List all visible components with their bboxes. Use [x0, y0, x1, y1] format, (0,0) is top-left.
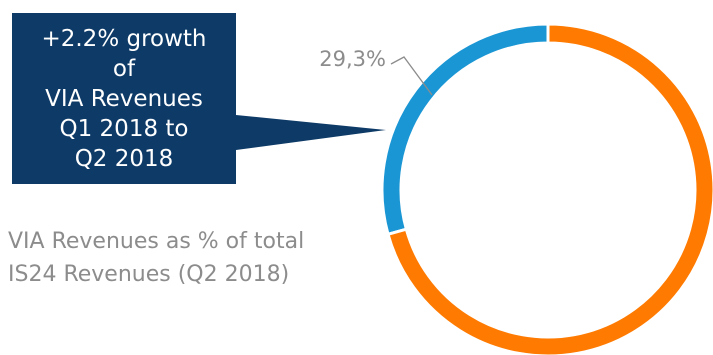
caption-line-2: IS24 Revenues (Q2 2018) [8, 262, 290, 287]
callout-line-2: of [112, 55, 136, 82]
callout-pointer [236, 115, 386, 150]
callout-line-1: +2.2% growth [41, 25, 207, 52]
callout-line-3: VIA Revenues [45, 85, 203, 112]
caption-line-1: VIA Revenues as % of total [8, 229, 305, 254]
chart-caption: VIA Revenues as % of total IS24 Revenues… [8, 225, 353, 291]
growth-callout: +2.2% growth of VIA Revenues Q1 2018 to … [12, 13, 236, 184]
donut-slice-1 [380, 22, 550, 237]
donut-slice-2 [386, 22, 713, 355]
donut-slices [380, 22, 713, 355]
callout-line-4: Q1 2018 to [59, 115, 189, 142]
data-label-leader-line [390, 56, 433, 96]
callout-line-5: Q2 2018 [74, 145, 174, 172]
callout-pointer-shape [236, 115, 386, 150]
